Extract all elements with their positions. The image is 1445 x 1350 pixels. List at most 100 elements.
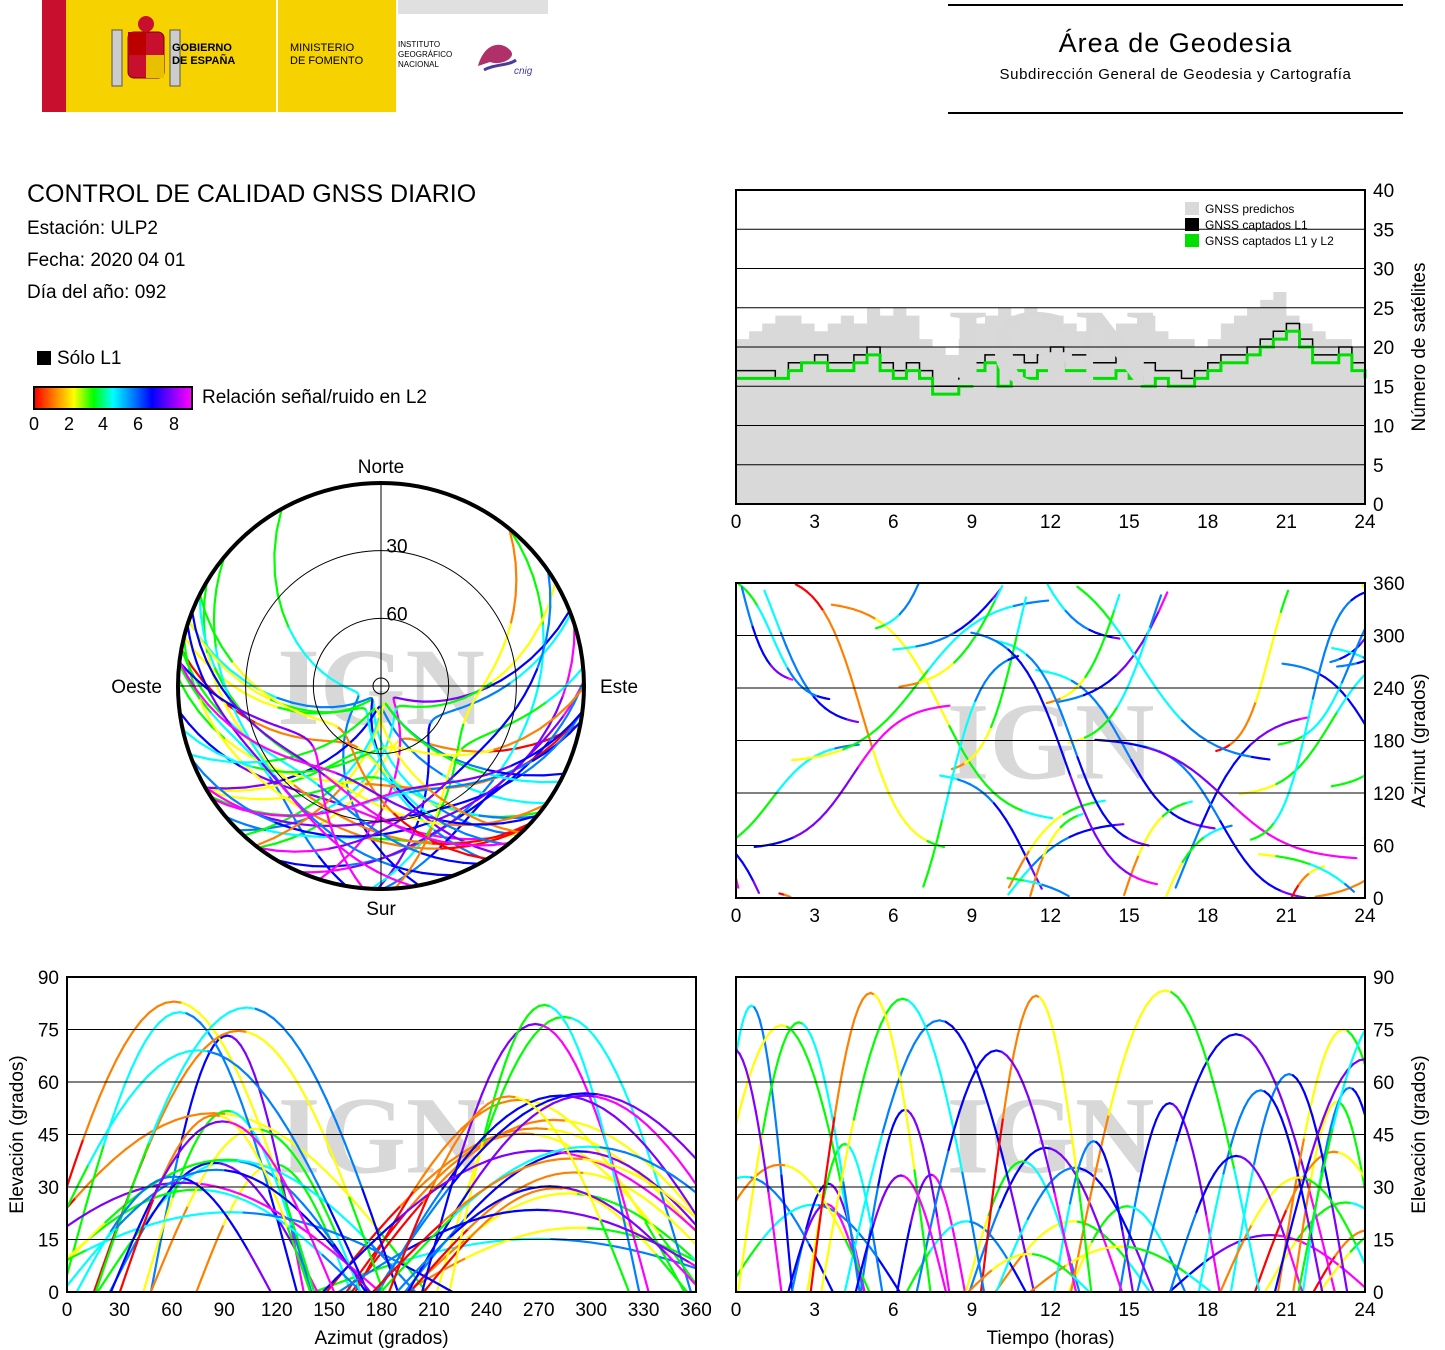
track-segment [370, 798, 381, 803]
track-segment [228, 694, 240, 709]
track-segment [1345, 658, 1353, 673]
track-segment [1208, 1066, 1217, 1092]
track-segment [1105, 1246, 1113, 1264]
track-segment [284, 704, 301, 711]
track-segment [602, 1107, 616, 1118]
track-segment [666, 1145, 680, 1161]
track-segment [684, 781, 688, 782]
track-segment [988, 668, 996, 677]
track-segment [1299, 1083, 1306, 1095]
track-segment [263, 1039, 274, 1050]
track-segment [1118, 866, 1128, 874]
track-segment [1368, 1127, 1371, 1140]
track-segment [253, 772, 265, 783]
track-segment [1101, 1113, 1110, 1143]
track-segment [880, 1155, 886, 1172]
track-segment [206, 650, 212, 669]
track-segment [1047, 1193, 1054, 1206]
track-segment [773, 841, 782, 845]
track-segment [1069, 806, 1079, 812]
track-segment [828, 1162, 834, 1174]
track-segment [596, 1164, 609, 1177]
track-segment [411, 1180, 427, 1195]
track-segment [321, 1277, 337, 1292]
track-segment [731, 859, 735, 873]
track-segment [902, 714, 912, 720]
track-segment [320, 824, 333, 835]
track-segment [1233, 806, 1245, 817]
track-segment [834, 1157, 843, 1185]
track-segment [371, 783, 383, 787]
track-segment [1068, 1190, 1074, 1205]
track-segment [656, 1243, 668, 1255]
track-segment [480, 795, 490, 804]
track-segment [255, 726, 267, 736]
track-segment [1292, 763, 1299, 780]
track-segment [289, 750, 300, 759]
track-segment [1228, 1241, 1238, 1248]
track-segment [1435, 746, 1440, 755]
track-segment [1024, 1153, 1032, 1162]
track-segment [612, 1136, 627, 1147]
track-segment [746, 820, 755, 829]
track-segment [318, 773, 322, 784]
track-segment [1323, 639, 1330, 655]
track-segment [284, 789, 293, 799]
track-segment [755, 1178, 764, 1184]
track-segment [335, 841, 343, 855]
track-segment [1228, 1033, 1238, 1037]
track-segment [346, 714, 352, 726]
track-segment [1041, 883, 1053, 889]
track-segment [560, 713, 570, 726]
track-segment [1348, 1157, 1356, 1165]
track-segment [210, 712, 219, 721]
track-segment [1395, 1211, 1399, 1238]
track-segment [963, 1042, 973, 1058]
track-segment [309, 1233, 324, 1245]
track-segment [1404, 621, 1409, 628]
track-segment [1279, 599, 1286, 613]
track-segment [438, 1247, 450, 1261]
track-segment [1274, 722, 1286, 729]
track-segment [639, 1236, 650, 1247]
track-segment [334, 771, 344, 777]
track-segment [297, 1160, 307, 1173]
track-segment [489, 671, 506, 685]
track-segment [1016, 1276, 1023, 1286]
track-segment [805, 590, 814, 598]
track-segment [438, 807, 458, 820]
track-segment [485, 822, 505, 826]
track-segment [441, 840, 460, 846]
track-segment [1243, 718, 1250, 729]
track-segment [624, 1144, 639, 1156]
track-segment [295, 1241, 303, 1260]
track-segment [1303, 849, 1314, 854]
track-segment [852, 608, 863, 613]
track-segment [1170, 870, 1179, 885]
track-segment [1058, 1244, 1064, 1262]
track-segment [713, 1277, 725, 1285]
track-segment [998, 686, 1006, 704]
track-segment [142, 1274, 150, 1292]
track-segment [1306, 1162, 1314, 1172]
track-segment [982, 1089, 991, 1112]
track-segment [351, 846, 367, 856]
track-segment [363, 853, 380, 862]
track-segment [825, 1229, 834, 1263]
track-segment [1047, 1272, 1056, 1280]
track-segment [466, 754, 476, 764]
track-segment [157, 1195, 166, 1207]
track-segment [361, 722, 369, 732]
track-segment [471, 1241, 487, 1246]
track-segment [620, 1194, 630, 1220]
track-segment [1337, 855, 1349, 859]
track-segment [216, 752, 236, 763]
track-segment [900, 1254, 906, 1269]
track-segment [1021, 1217, 1029, 1231]
track-segment [1207, 799, 1216, 812]
track-segment [516, 1101, 530, 1110]
track-segment [118, 1274, 127, 1292]
track-segment [330, 794, 339, 803]
track-segment [1042, 823, 1052, 834]
